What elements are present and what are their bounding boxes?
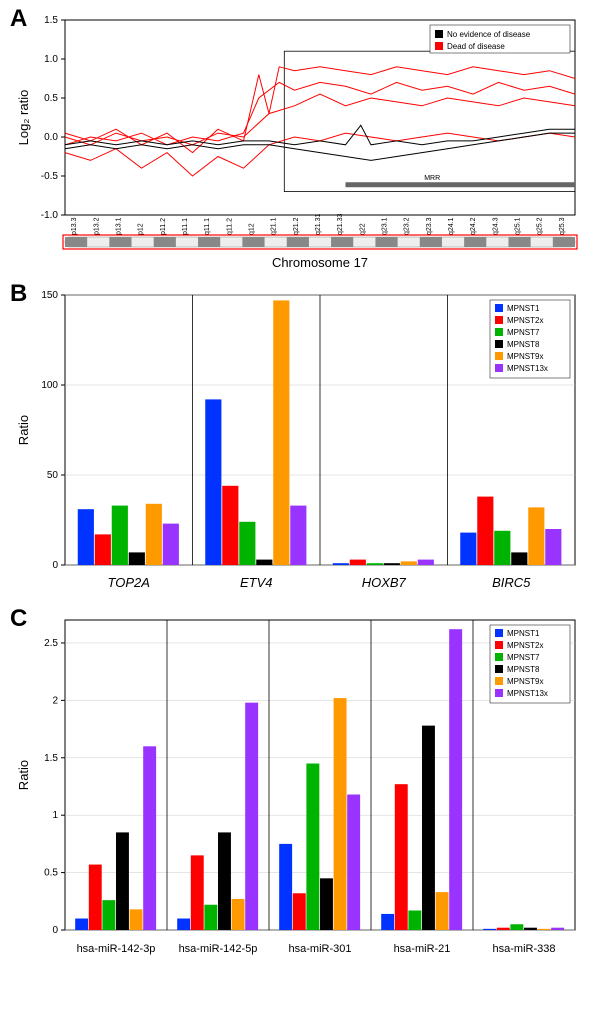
- svg-text:MPNST13x: MPNST13x: [507, 689, 548, 698]
- svg-text:MPNST8: MPNST8: [507, 665, 540, 674]
- panel-c-label: C: [10, 605, 27, 633]
- svg-text:p13.3: p13.3: [71, 217, 78, 235]
- svg-text:0.5: 0.5: [44, 868, 58, 879]
- svg-text:150: 150: [41, 290, 58, 301]
- svg-text:Ratio: Ratio: [16, 415, 31, 445]
- svg-text:q22: q22: [359, 223, 366, 235]
- svg-text:q11.1: q11.1: [204, 218, 211, 235]
- svg-text:p11.1: p11.1: [182, 218, 189, 235]
- svg-text:p13.2: p13.2: [93, 217, 100, 235]
- svg-text:hsa-miR-142-5p: hsa-miR-142-5p: [179, 943, 258, 955]
- svg-text:MPNST9x: MPNST9x: [507, 352, 543, 361]
- panel-a: A -1.0-0.50.00.51.01.5MRRNo evidence of …: [10, 10, 590, 270]
- svg-text:1.0: 1.0: [44, 54, 58, 65]
- svg-text:q21.1: q21.1: [271, 217, 278, 235]
- svg-text:-0.5: -0.5: [41, 171, 59, 182]
- svg-text:BIRC5: BIRC5: [492, 575, 531, 590]
- svg-text:hsa-miR-142-3p: hsa-miR-142-3p: [77, 943, 156, 955]
- panel-b: B 050100150TOP2AETV4HOXB7BIRC5RatioMPNST…: [10, 285, 590, 595]
- svg-text:p11.2: p11.2: [160, 218, 167, 235]
- svg-text:q21.33: q21.33: [337, 213, 344, 235]
- svg-text:No evidence of disease: No evidence of disease: [447, 30, 531, 39]
- svg-text:0.0: 0.0: [44, 132, 58, 143]
- svg-text:MPNST7: MPNST7: [507, 328, 540, 337]
- svg-text:ETV4: ETV4: [240, 575, 273, 590]
- svg-text:0: 0: [52, 925, 58, 936]
- gene-bar-chart: 0 50 100 150 TOP2A ETV4 HOXB7 BIRC5 Ratio MPNST1 M…: [10, 285, 590, 595]
- svg-text:MPNST9x: MPNST9x: [507, 677, 543, 686]
- mirna-bar-chart: 0 0.5 1 1.5 2 2.5 hsa-miR-142-3p hsa-miR-142-5p…: [10, 610, 590, 960]
- svg-text:q23.1: q23.1: [382, 217, 389, 235]
- svg-text:MPNST8: MPNST8: [507, 340, 540, 349]
- svg-text:MPNST2x: MPNST2x: [507, 316, 543, 325]
- svg-text:MPNST1: MPNST1: [507, 629, 540, 638]
- svg-text:q25.3: q25.3: [559, 217, 566, 235]
- svg-text:HOXB7: HOXB7: [362, 575, 407, 590]
- svg-text:MRR: MRR: [424, 175, 440, 182]
- svg-text:q12: q12: [248, 223, 255, 235]
- svg-text:2.5: 2.5: [44, 638, 58, 649]
- svg-text:TOP2A: TOP2A: [108, 575, 150, 590]
- svg-text:q11.2: q11.2: [226, 218, 233, 235]
- panel-a-label: A: [10, 5, 27, 33]
- svg-text:q23.2: q23.2: [404, 217, 411, 235]
- svg-text:Ratio: Ratio: [16, 760, 31, 790]
- svg-text:MPNST13x: MPNST13x: [507, 364, 548, 373]
- svg-text:q21.2: q21.2: [293, 217, 300, 235]
- panel-c: C 00.511.522.5hsa-miR-142-3phsa-miR-142-…: [10, 610, 590, 960]
- svg-text:1.5: 1.5: [44, 753, 58, 764]
- svg-text:p13.1: p13.1: [115, 217, 122, 235]
- svg-text:q24.1: q24.1: [448, 217, 455, 235]
- svg-text:Dead of disease: Dead of disease: [447, 42, 505, 51]
- svg-text:2: 2: [52, 695, 58, 706]
- chromosome-plot: -1.0 -0.5 0.0 0.5 1.0 1.5 MRR No evidence of di…: [10, 10, 590, 270]
- panel-b-label: B: [10, 280, 27, 308]
- svg-text:1: 1: [52, 810, 58, 821]
- svg-text:q24.3: q24.3: [492, 217, 499, 235]
- svg-text:0: 0: [52, 560, 58, 571]
- svg-text:Chromosome 17: Chromosome 17: [272, 255, 368, 270]
- svg-text:50: 50: [47, 470, 59, 481]
- svg-text:0.5: 0.5: [44, 93, 58, 104]
- svg-text:p12: p12: [138, 223, 145, 235]
- svg-text:hsa-miR-301: hsa-miR-301: [289, 943, 352, 955]
- svg-text:MPNST2x: MPNST2x: [507, 641, 543, 650]
- svg-text:Log₂ ratio: Log₂ ratio: [16, 90, 31, 146]
- svg-text:q25.2: q25.2: [537, 217, 544, 235]
- svg-text:q21.31: q21.31: [315, 213, 322, 235]
- svg-text:MPNST7: MPNST7: [507, 653, 540, 662]
- svg-text:q24.2: q24.2: [470, 217, 477, 235]
- svg-text:1.5: 1.5: [44, 15, 58, 26]
- svg-text:hsa-miR-21: hsa-miR-21: [394, 943, 451, 955]
- svg-text:100: 100: [41, 380, 58, 391]
- svg-text:-1.0: -1.0: [41, 210, 59, 221]
- svg-text:q25.1: q25.1: [515, 217, 522, 235]
- svg-text:MPNST1: MPNST1: [507, 304, 540, 313]
- svg-text:hsa-miR-338: hsa-miR-338: [493, 943, 556, 955]
- svg-text:q23.3: q23.3: [426, 217, 433, 235]
